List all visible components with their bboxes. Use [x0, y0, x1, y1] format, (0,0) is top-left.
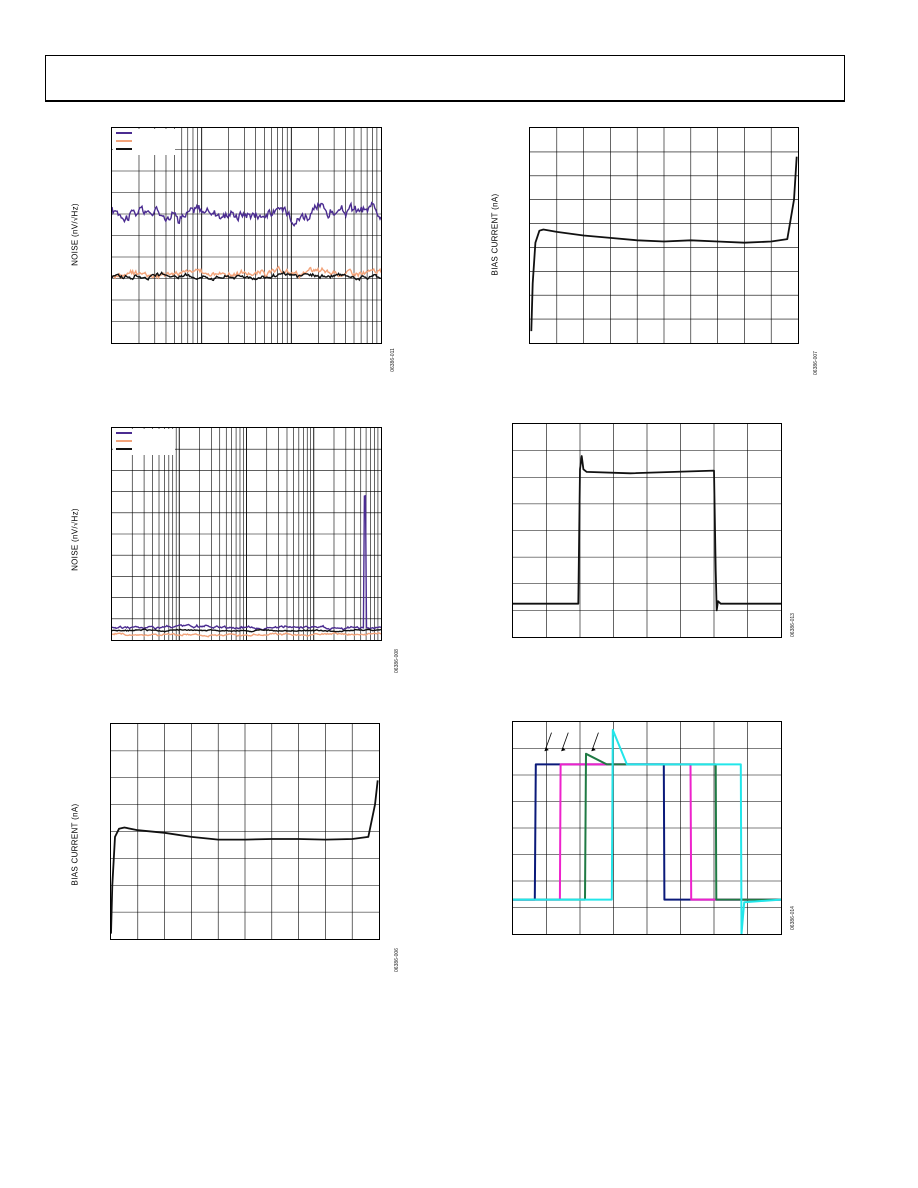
noise-plot-2	[111, 427, 382, 641]
bias-current-plot-1-figure-id: 06386-007	[813, 351, 819, 375]
pulse-response-plot-1-svg	[513, 424, 781, 637]
noise-plot-1-figure-id: 06386-011	[390, 348, 396, 372]
bias-current-plot-1-svg	[530, 128, 798, 343]
pulse-response-plot-2	[512, 721, 782, 935]
noise-plot-1-series-2	[112, 265, 381, 280]
noise-plot-2-ylabel: NOISE (nV/√Hz)	[70, 508, 80, 571]
pulse-response-plot-1-series-1	[513, 455, 781, 612]
bias-current-plot-2-series-1	[111, 780, 379, 934]
bias-current-plot-1-series-1	[530, 156, 798, 332]
noise-plot-1-series-1	[112, 201, 381, 227]
pulse-response-plot-2-annotation-arrowhead-1	[544, 747, 549, 752]
noise-plot-2-series-2	[112, 631, 381, 638]
noise-plot-2-series-3	[112, 628, 381, 633]
noise-plot-2-series-1	[112, 494, 381, 631]
pulse-response-plot-2-svg	[513, 722, 781, 934]
noise-plot-2-figure-id: 06386-008	[394, 649, 400, 673]
pulse-response-plot-1-figure-id: 06386-013	[790, 613, 796, 637]
noise-plot-2-svg	[112, 428, 381, 640]
pulse-response-plot-2-annotation-arrowhead-2	[561, 747, 566, 752]
noise-plot-1-ylabel: NOISE (nV/√Hz)	[70, 203, 80, 266]
bias-current-plot-1	[529, 127, 799, 344]
bias-current-plot-2-figure-id: 06386-006	[394, 948, 400, 972]
bias-current-plot-2	[110, 723, 380, 940]
pulse-response-plot-2-annotation-arrowhead-3	[591, 747, 596, 752]
noise-plot-1-series-3	[112, 270, 381, 282]
pulse-response-plot-2-figure-id: 06386-014	[790, 906, 796, 930]
pulse-response-plot-1	[512, 423, 782, 638]
bias-current-plot-2-ylabel: BIAS CURRENT (nA)	[70, 803, 80, 886]
bias-current-plot-2-svg	[111, 724, 379, 939]
noise-plot-1	[111, 127, 382, 344]
noise-plot-1-svg	[112, 128, 381, 343]
page-header-box	[45, 55, 845, 102]
bias-current-plot-1-ylabel: BIAS CURRENT (nA)	[490, 193, 500, 276]
pulse-response-plot-2-series-4	[513, 728, 781, 934]
